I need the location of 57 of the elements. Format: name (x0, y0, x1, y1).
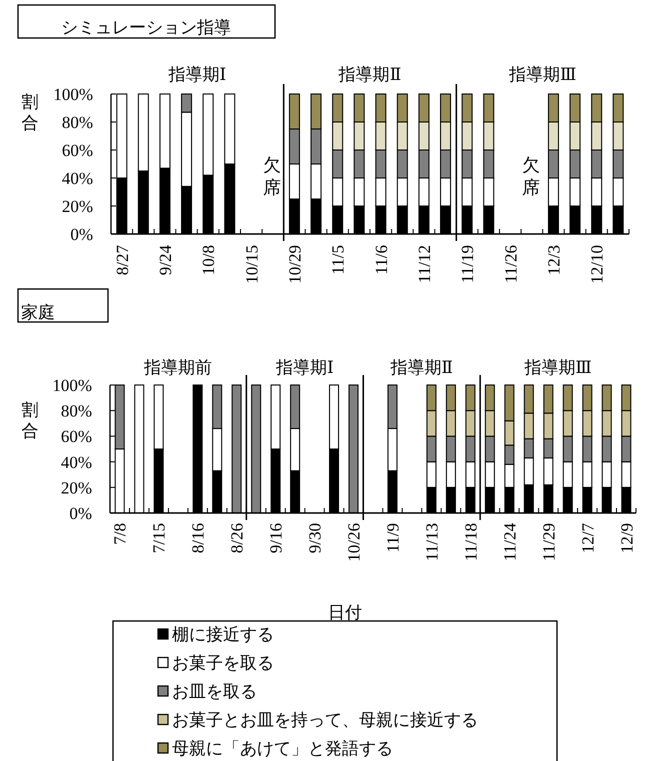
x-tick-label: 11/18 (461, 523, 480, 562)
chart-title: 家庭 (21, 303, 55, 322)
x-tick-label: 9/24 (156, 244, 175, 276)
x-tick-label: 10/26 (344, 523, 364, 562)
annotation: 欠席 (262, 155, 281, 198)
y-tick-label: 40% (62, 169, 93, 188)
legend-label: お皿を取る (172, 682, 257, 701)
y-tick-label: 40% (60, 452, 92, 472)
annotation: 欠席 (522, 155, 540, 198)
x-tick-label: 7/8 (110, 523, 130, 545)
text: 指導期Ⅱ (338, 65, 402, 84)
x-tick-label: 11/5 (328, 245, 348, 275)
x-tick-label: 11/13 (422, 523, 442, 562)
legend-label: お菓子を取る (172, 654, 274, 672)
x-tick-label: 8/27 (112, 244, 132, 276)
y-tick-label: 60% (60, 427, 92, 446)
chart-title: シミュレーション指導 (61, 18, 231, 37)
x-tick-label: 10/8 (199, 245, 218, 276)
text: 指導期Ⅲ (523, 358, 592, 377)
x-tick-label: 8/16 (188, 523, 208, 554)
x-tick-label: 11/12 (414, 245, 434, 284)
text: 指導期Ⅲ (508, 65, 576, 84)
y-tick-label: 20% (62, 197, 93, 216)
y-tick-label: 80% (62, 113, 93, 132)
x-tick-label: 12/3 (544, 245, 564, 276)
legend-label: 母親に「あけて」と発語する (172, 739, 393, 758)
x-tick-label: 12/9 (617, 523, 636, 554)
y-tick-label: 100% (53, 85, 93, 104)
text: 指導期Ⅱ (389, 358, 453, 377)
x-tick-label: 10/29 (285, 245, 304, 284)
x-tick-label: 8/26 (228, 523, 247, 554)
y-axis-title: 割合 (22, 92, 38, 133)
y-tick-label: 20% (60, 478, 92, 498)
x-tick-label: 11/24 (500, 522, 520, 562)
x-tick-label: 9/30 (306, 523, 325, 554)
y-tick-label: 80% (60, 402, 92, 421)
x-tick-label: 9/16 (266, 523, 286, 554)
x-tick-label: 12/10 (588, 245, 607, 284)
x-tick-label: 12/7 (578, 522, 598, 554)
text: 指導期前 (143, 358, 212, 377)
text: 指導期Ⅰ (274, 358, 334, 377)
y-axis-title: 割合 (22, 400, 38, 441)
x-tick-label: 10/15 (242, 245, 262, 284)
x-tick-label: 7/15 (150, 523, 169, 554)
x-tick-label: 11/29 (539, 523, 558, 562)
y-tick-label: 100% (52, 376, 92, 395)
y-tick-label: 0% (70, 225, 93, 244)
legend-label: お菓子とお皿を持って、母親に接近する (172, 710, 478, 730)
x-tick-label: 11/26 (501, 245, 520, 284)
y-tick-label: 60% (62, 141, 93, 160)
y-tick-label: 0% (69, 504, 92, 523)
x-axis-title: 日付 (328, 603, 362, 622)
x-tick-label: 11/19 (458, 245, 478, 284)
legend-label: 棚に接近する (172, 625, 274, 644)
x-tick-label: 11/9 (383, 523, 402, 553)
x-tick-label: 11/6 (372, 245, 391, 275)
text: 指導期Ⅰ (167, 65, 226, 84)
